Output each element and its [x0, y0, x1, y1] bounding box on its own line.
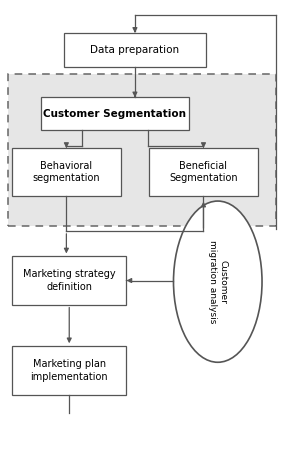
Text: Marketing plan
implementation: Marketing plan implementation	[30, 359, 108, 382]
Text: Customer Segmentation: Customer Segmentation	[43, 109, 187, 119]
Text: Data preparation: Data preparation	[90, 45, 179, 55]
Bar	[149, 148, 258, 196]
Bar	[12, 148, 121, 196]
Text: Marketing strategy
definition: Marketing strategy definition	[23, 269, 116, 292]
Text: Customer
migration analysis: Customer migration analysis	[208, 240, 228, 323]
Ellipse shape	[173, 201, 262, 362]
Text: Beneficial
Segmentation: Beneficial Segmentation	[169, 161, 238, 183]
Text: Behavioral
segmentation: Behavioral segmentation	[32, 161, 100, 183]
Bar	[63, 33, 206, 67]
Bar	[12, 346, 126, 395]
Bar	[12, 256, 126, 305]
Bar	[41, 97, 189, 130]
Bar	[8, 74, 276, 226]
